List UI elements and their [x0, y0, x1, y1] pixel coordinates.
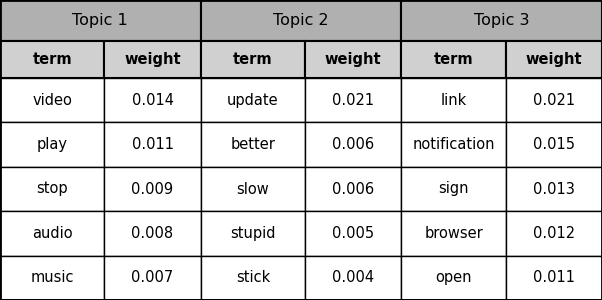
Bar	[104, 256, 200, 300]
Text: 0.012: 0.012	[533, 226, 575, 241]
Text: link: link	[441, 93, 467, 108]
Text: term: term	[233, 52, 273, 67]
Text: 0.008: 0.008	[131, 226, 173, 241]
Bar	[104, 78, 200, 122]
Text: 0.013: 0.013	[533, 182, 575, 196]
Text: 0.021: 0.021	[533, 93, 575, 108]
Text: music: music	[31, 270, 74, 285]
Text: open: open	[435, 270, 472, 285]
Bar	[104, 40, 200, 78]
Text: update: update	[227, 93, 279, 108]
Bar	[305, 40, 402, 78]
Text: Topic 3: Topic 3	[474, 13, 529, 28]
Text: 0.007: 0.007	[131, 270, 173, 285]
Bar	[200, 256, 305, 300]
Text: 0.015: 0.015	[533, 137, 575, 152]
Text: play: play	[37, 137, 67, 152]
Bar	[506, 78, 602, 122]
Bar	[402, 78, 506, 122]
Text: stupid: stupid	[230, 226, 276, 241]
Text: weight: weight	[526, 52, 582, 67]
Text: 0.006: 0.006	[332, 137, 374, 152]
Text: 0.011: 0.011	[131, 137, 173, 152]
Bar	[402, 167, 506, 211]
Bar	[0, 78, 104, 122]
Bar	[0, 0, 200, 40]
Bar	[200, 0, 402, 40]
Bar	[506, 211, 602, 256]
Bar	[0, 40, 104, 78]
Text: sign: sign	[438, 182, 469, 196]
Text: 0.021: 0.021	[332, 93, 374, 108]
Bar	[402, 40, 506, 78]
Bar	[0, 256, 104, 300]
Bar	[104, 211, 200, 256]
Text: notification: notification	[412, 137, 495, 152]
Bar	[506, 122, 602, 167]
Bar	[200, 78, 305, 122]
Text: 0.011: 0.011	[533, 270, 575, 285]
Text: video: video	[33, 93, 72, 108]
Text: weight: weight	[325, 52, 382, 67]
Bar	[200, 211, 305, 256]
Text: weight: weight	[124, 52, 181, 67]
Bar	[402, 0, 602, 40]
Text: better: better	[231, 137, 275, 152]
Bar	[305, 211, 402, 256]
Text: term: term	[433, 52, 473, 67]
Bar	[0, 167, 104, 211]
Text: stop: stop	[36, 182, 68, 196]
Bar	[506, 40, 602, 78]
Bar	[305, 167, 402, 211]
Bar	[402, 256, 506, 300]
Bar	[506, 167, 602, 211]
Text: stick: stick	[236, 270, 270, 285]
Text: audio: audio	[32, 226, 72, 241]
Bar	[200, 122, 305, 167]
Text: term: term	[33, 52, 72, 67]
Bar	[402, 211, 506, 256]
Text: 0.009: 0.009	[131, 182, 173, 196]
Text: Topic 2: Topic 2	[273, 13, 329, 28]
Text: slow: slow	[237, 182, 269, 196]
Bar	[200, 167, 305, 211]
Bar	[0, 211, 104, 256]
Bar	[305, 78, 402, 122]
Bar	[200, 40, 305, 78]
Text: 0.006: 0.006	[332, 182, 374, 196]
Bar	[402, 122, 506, 167]
Text: 0.004: 0.004	[332, 270, 374, 285]
Text: Topic 1: Topic 1	[72, 13, 128, 28]
Bar	[104, 122, 200, 167]
Text: 0.014: 0.014	[131, 93, 173, 108]
Bar	[0, 122, 104, 167]
Text: 0.005: 0.005	[332, 226, 374, 241]
Bar	[305, 122, 402, 167]
Text: browser: browser	[424, 226, 483, 241]
Bar	[104, 167, 200, 211]
Bar	[506, 256, 602, 300]
Bar	[305, 256, 402, 300]
